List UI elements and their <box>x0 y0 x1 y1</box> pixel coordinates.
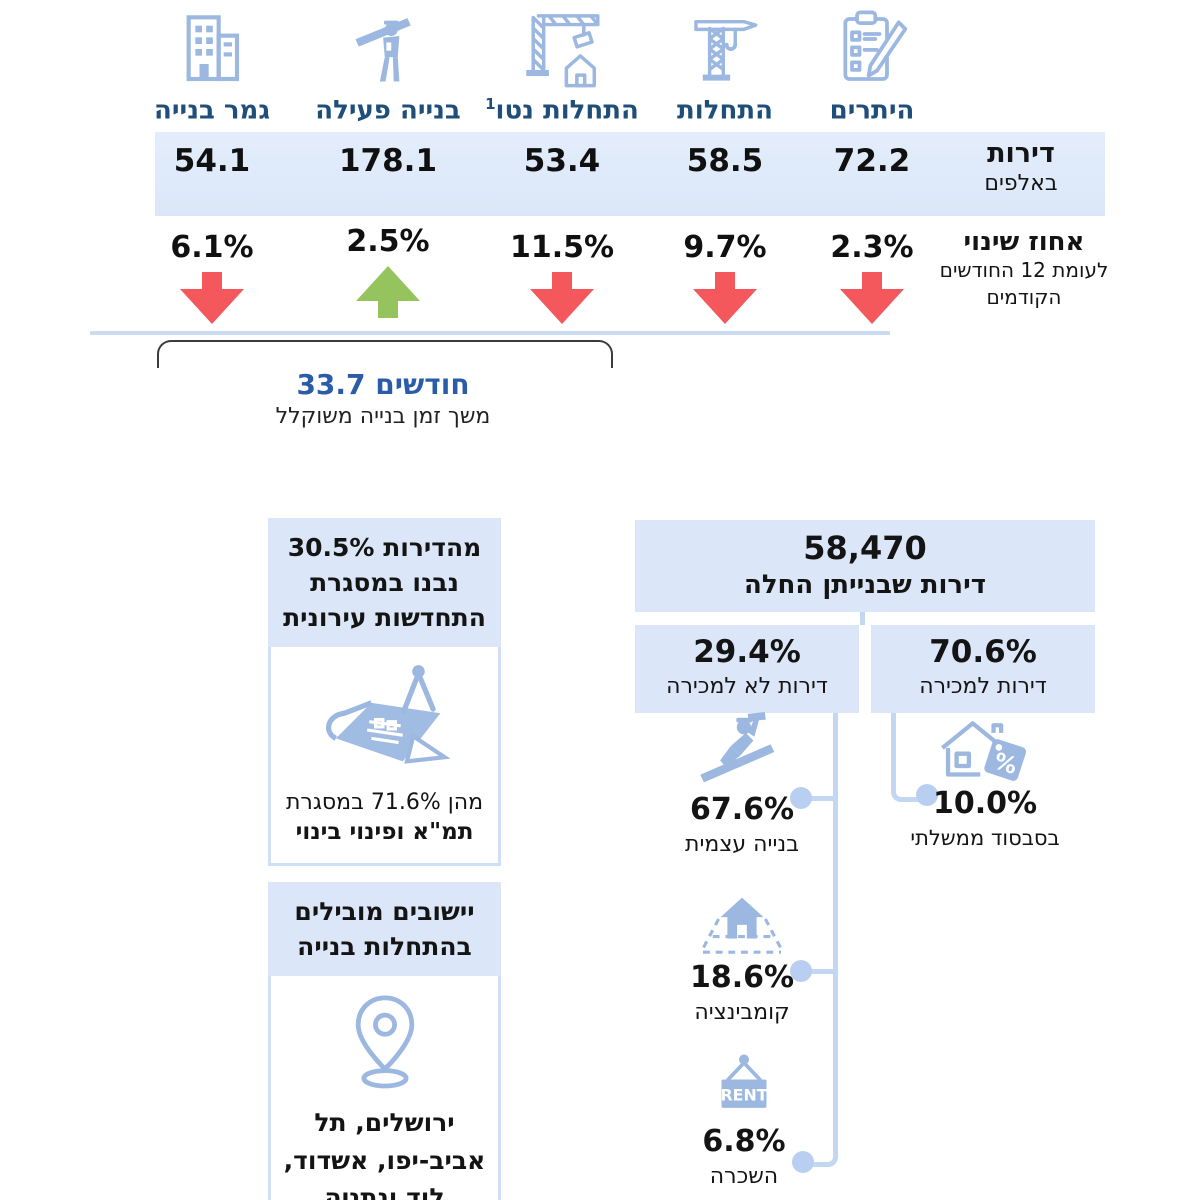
subsidized-house-tag-icon: % <box>880 712 1090 784</box>
subsidy-label: בסבסוד ממשלתי <box>910 826 1060 850</box>
not-for-sale-value: 29.4% <box>693 634 801 670</box>
header-line: נבנו במסגרת <box>310 568 459 597</box>
dwellings-value-band: 72.2 58.5 53.4 178.1 54.1 דירות באלפים <box>155 132 1105 216</box>
for-sale-box: 70.6% דירות למכירה <box>871 625 1095 713</box>
for-sale-value: 70.6% <box>929 634 1037 670</box>
localities-header: יישובים מובילים בהתחלות בנייה <box>268 882 501 976</box>
self-build-label: בנייה עצמית <box>685 832 799 857</box>
buildings-icon <box>124 0 300 92</box>
rent-sign-icon: RENT <box>639 1052 849 1122</box>
not-for-sale-branch-line <box>800 713 838 1167</box>
trend-arrow-icon <box>637 272 813 326</box>
combination-house-icon <box>637 882 847 958</box>
not-for-sale-label: דירות לא למכירה <box>666 673 828 699</box>
unit-title: דירות <box>987 138 1055 169</box>
urban-renewal-header: 30.5% מהדירות נבנו במסגרת התחדשות עירוני… <box>268 518 501 647</box>
total-value: 58,470 <box>803 529 927 567</box>
connector-node <box>916 784 938 806</box>
localities-body: ירושלים, תל אביב-יפו, אשדוד, לוד ונתניה <box>268 976 501 1200</box>
trend-arrow-icon <box>124 272 300 326</box>
value-starts: 58.5 <box>686 143 764 179</box>
localities-list: ירושלים, תל אביב-יפו, אשדוד, לוד ונתניה <box>283 1108 486 1200</box>
permits-clipboard-icon <box>784 0 960 92</box>
total-label: דירות שבנייתן החלה <box>743 569 987 600</box>
column-label: היתרים <box>829 95 915 126</box>
column-active-construction: בנייה פעילה <box>300 0 476 125</box>
column-label: התחלות <box>677 95 773 126</box>
band-unit-label: דירות באלפים <box>945 138 1097 196</box>
duration-bracket <box>157 340 613 368</box>
header-line: התחדשות עירונית <box>283 603 486 632</box>
trend-arrow-icon <box>300 266 476 320</box>
column-starts: התחלות <box>637 0 813 125</box>
change-line3: הקודמים <box>986 285 1062 309</box>
tower-crane-icon <box>637 0 813 92</box>
column-label: בנייה פעילה <box>315 95 461 126</box>
column-label: גמר בנייה <box>154 95 270 126</box>
connector-node <box>790 787 812 809</box>
duration-value: 33.7 חודשים <box>296 368 470 401</box>
rental-item: RENT 6.8% השכרה <box>639 1052 849 1189</box>
change-permits: 2.3% <box>830 230 914 265</box>
column-net-starts: התחלות נטו1 <box>474 0 650 125</box>
change-title: אחוז שינוי <box>963 227 1085 257</box>
trend-arrow-icon <box>784 272 960 326</box>
renewal-programs-line: תמ"א ופינוי בינוי <box>295 819 474 845</box>
not-for-sale-box: 29.4% דירות לא למכירה <box>635 625 859 713</box>
connector-stub <box>805 969 833 974</box>
location-pin-icon <box>279 990 490 1090</box>
change-active: 2.5% <box>346 224 430 259</box>
self-build-value: 67.6% <box>689 792 795 827</box>
construction-worker-icon <box>300 0 476 92</box>
crane-and-house-icon <box>474 0 650 92</box>
column-label: התחלות נטו1 <box>485 95 639 126</box>
unit-subtitle: באלפים <box>984 171 1058 196</box>
renewal-share-line: מהן 71.6% במסגרת <box>285 790 484 815</box>
column-completions: גמר בנייה <box>124 0 300 125</box>
duration-caption: משך זמן בנייה משוקלל <box>275 404 491 429</box>
header-line: 30.5% מהדירות <box>287 533 482 562</box>
change-label-block: אחוז שינוי לעומת 12 החודשים הקודמים <box>938 227 1110 311</box>
subsidy-value: 10.0% <box>932 786 1038 821</box>
connector-node <box>792 1151 814 1173</box>
tree-connector-stub <box>860 612 865 625</box>
total-starts-box: 58,470 דירות שבנייתן החלה <box>635 520 1095 612</box>
value-active: 178.1 <box>338 143 438 179</box>
for-sale-label: דירות למכירה <box>919 673 1047 699</box>
combination-value: 18.6% <box>689 960 795 995</box>
rent-sign-text: RENT <box>720 1085 767 1104</box>
rental-value: 6.8% <box>702 1124 786 1159</box>
column-permits: היתרים <box>784 0 960 125</box>
change-net-starts: 11.5% <box>509 230 615 265</box>
combination-item: 18.6% קומבינציה <box>637 882 847 1025</box>
urban-renewal-box: 30.5% מהדירות נבנו במסגרת התחדשות עירוני… <box>268 518 501 866</box>
connector-node <box>790 960 812 982</box>
blueprint-tools-icon <box>279 661 490 776</box>
change-completions: 6.1% <box>170 230 254 265</box>
leading-localities-box: יישובים מובילים בהתחלות בנייה ירושלים, ת… <box>268 882 501 1200</box>
header-line: יישובים מובילים <box>294 897 475 926</box>
change-line2: לעומת 12 החודשים <box>939 258 1109 282</box>
divider-rule <box>90 331 890 335</box>
header-line: בהתחלות בנייה <box>297 932 472 961</box>
change-starts: 9.7% <box>683 230 767 265</box>
self-build-item: 67.6% בנייה עצמית <box>637 712 847 857</box>
combination-label: קומבינציה <box>694 1000 790 1025</box>
connector-stub <box>805 796 833 801</box>
rental-label: השכרה <box>709 1164 779 1189</box>
trend-arrow-icon <box>474 272 650 326</box>
value-net-starts: 53.4 <box>523 143 601 179</box>
subsidy-item: % 10.0% בסבסוד ממשלתי <box>880 712 1090 850</box>
value-permits: 72.2 <box>833 143 911 179</box>
self-build-worker-icon <box>637 712 847 790</box>
urban-renewal-body: מהן 71.6% במסגרת תמ"א ופינוי בינוי <box>268 647 501 866</box>
value-completions: 54.1 <box>173 143 251 179</box>
for-sale-branch-line <box>891 713 926 802</box>
